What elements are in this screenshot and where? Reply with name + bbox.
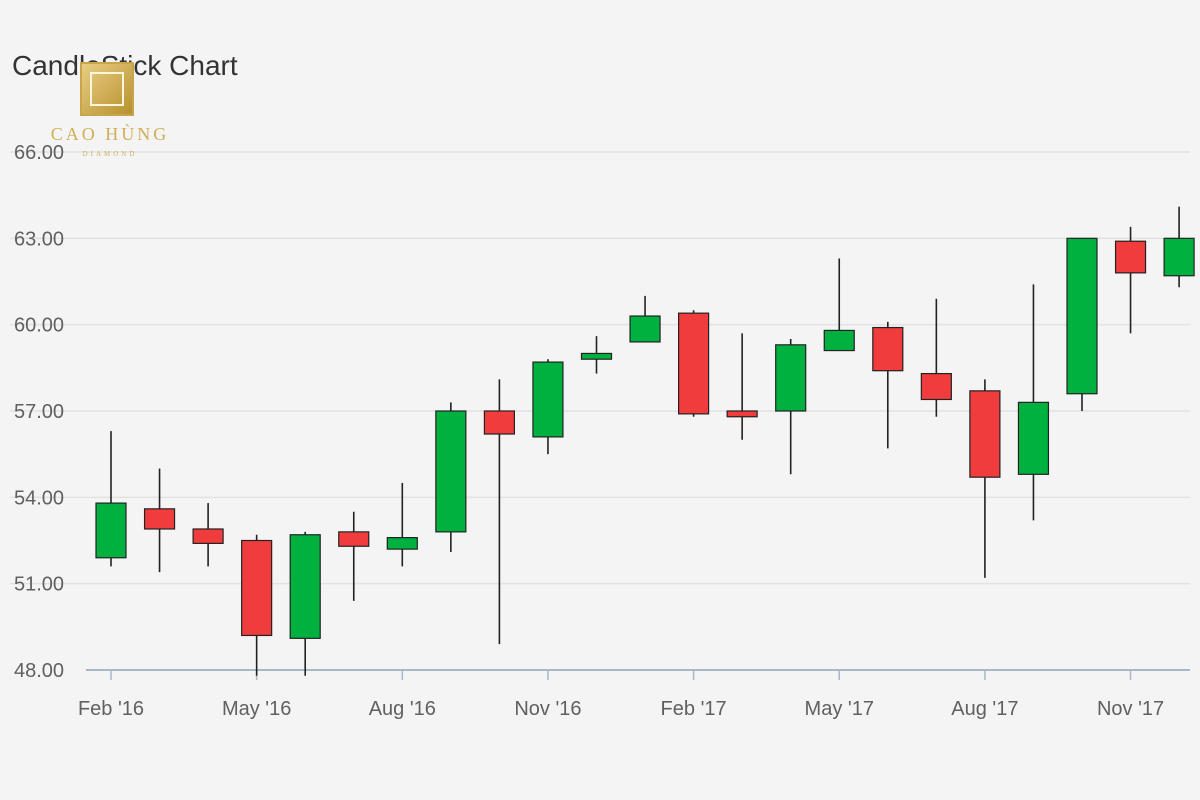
candle: [629, 295, 661, 343]
candle: [1114, 226, 1147, 334]
candle-body-down: [969, 390, 1001, 478]
candle: [1017, 284, 1050, 521]
candle-body-up: [435, 410, 467, 533]
candle: [435, 402, 467, 553]
candle: [920, 298, 952, 417]
candle: [872, 321, 904, 449]
candle-body-down: [920, 372, 952, 401]
candle-body-down: [483, 410, 515, 435]
candle-body-down: [338, 531, 370, 547]
candle: [823, 258, 855, 352]
x-tick-label: Feb '17: [661, 698, 727, 720]
y-tick-label: 63.00: [14, 228, 64, 250]
candle: [532, 359, 564, 455]
candle: [95, 431, 127, 567]
candle-body-down: [726, 410, 758, 418]
x-tick-label: Aug '17: [951, 698, 1018, 720]
candle-body-up: [289, 534, 321, 639]
candle: [338, 511, 370, 601]
x-axis-tick-labels: Feb '16 May '16 Aug '16 Nov '16 Feb '17 May '…: [78, 698, 1164, 720]
grid-lines: [10, 151, 1190, 585]
candle-body-up: [1163, 237, 1195, 277]
candle-body-up: [775, 344, 807, 412]
candle-body-down: [143, 508, 176, 530]
candle-body-up: [823, 329, 855, 352]
watermark-logo: CAO HÙNG DIAMOND: [40, 62, 180, 162]
candle: [386, 482, 418, 567]
x-axis: [86, 669, 1190, 680]
candle-body-down: [677, 312, 710, 415]
x-tick-label: May '16: [222, 698, 291, 720]
y-tick-label: 60.00: [14, 315, 64, 337]
candle: [1066, 237, 1098, 411]
candles: [95, 206, 1195, 676]
y-tick-label: 51.00: [14, 574, 64, 596]
candle-body-up: [580, 352, 613, 360]
candle: [969, 379, 1001, 578]
x-tick-label: Nov '16: [514, 698, 581, 720]
y-tick-label: 48.00: [14, 660, 64, 682]
x-tick-label: Feb '16: [78, 698, 144, 720]
candle-body-down: [872, 326, 904, 372]
candle-body-down: [241, 539, 273, 637]
candle: [483, 379, 515, 645]
diamond-logo-icon: [80, 62, 134, 116]
x-tick-label: Nov '17: [1097, 698, 1164, 720]
candle: [241, 534, 273, 676]
y-tick-label: 57.00: [14, 401, 64, 423]
candle-body-up: [629, 315, 661, 343]
candle-body-up: [532, 361, 564, 438]
candle-body-down: [192, 528, 224, 544]
candle: [775, 339, 807, 475]
watermark-name: CAO HÙNG: [50, 124, 170, 144]
x-tick-label: May '17: [805, 698, 874, 720]
candle: [1163, 206, 1195, 288]
candle: [289, 531, 321, 676]
candle-body-up: [1017, 401, 1050, 475]
watermark-sub: DIAMOND: [82, 150, 138, 158]
candle: [580, 336, 613, 374]
y-tick-label: 66.00: [14, 142, 64, 164]
y-axis-tick-labels: 48.00 51.00 54.00 57.00 60.00 63.00 66.00: [14, 142, 64, 682]
x-tick-label: Aug '16: [369, 698, 436, 720]
candle-body-up: [95, 502, 127, 559]
candle-body-down: [1114, 240, 1147, 274]
candle: [192, 503, 224, 567]
y-tick-label: 54.00: [14, 487, 64, 509]
candle: [677, 310, 710, 417]
candle: [726, 333, 758, 440]
candle: [143, 468, 176, 573]
candle-body-up: [386, 537, 418, 550]
candle-body-up: [1066, 237, 1098, 395]
